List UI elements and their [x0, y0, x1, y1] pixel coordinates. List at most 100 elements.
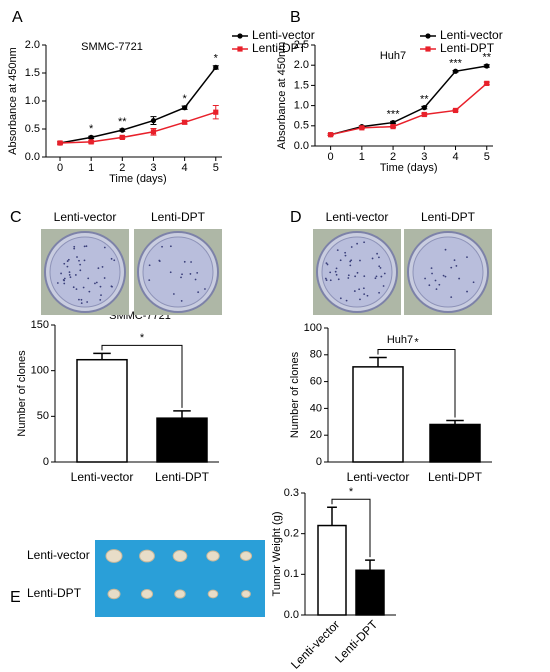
colony: [79, 269, 82, 272]
colony: [325, 279, 328, 282]
point: [421, 111, 427, 118]
point: [359, 125, 365, 131]
colony: [60, 272, 62, 275]
error-bar: [93, 352, 111, 360]
colony: [453, 259, 456, 262]
y-tick-label: 100: [31, 365, 49, 377]
photo-label: Lenti-DPT: [151, 210, 206, 224]
bar: [156, 417, 208, 463]
significance-bracket: [377, 348, 456, 418]
y-tick-label: 0.5: [294, 120, 309, 132]
colony: [103, 277, 106, 279]
colony: [356, 242, 359, 245]
plate-inner: [49, 236, 121, 308]
y-axis-label: Absorbance at 450nm: [276, 42, 288, 150]
colony: [442, 274, 445, 277]
colony: [366, 294, 369, 297]
colony: [80, 298, 83, 301]
colony: [172, 293, 175, 295]
legend-marker: [237, 33, 243, 39]
photo-label: Lenti-vector: [326, 210, 389, 224]
colony: [350, 246, 353, 248]
x-tick-label: Lenti-vector: [288, 617, 342, 671]
colony: [339, 297, 342, 300]
colony: [103, 246, 106, 249]
colony: [111, 285, 113, 288]
bar: [352, 366, 404, 463]
bar: [355, 569, 385, 616]
y-tick-label: 0: [316, 456, 322, 468]
colony: [382, 285, 385, 287]
point: [484, 80, 490, 86]
colony: [359, 298, 361, 301]
significance: *: [214, 53, 219, 65]
colony: [378, 256, 380, 259]
point: [421, 105, 427, 111]
colony: [189, 273, 192, 275]
legend-label: Lenti-vector: [440, 28, 503, 42]
colony: [378, 265, 381, 268]
colony: [363, 241, 366, 244]
panel-letter: A: [12, 9, 23, 26]
point: [452, 68, 459, 74]
y-axis-label: Number of clones: [289, 351, 301, 438]
x-tick-label: Lenti-vector: [71, 470, 134, 484]
colony: [63, 279, 66, 282]
colony: [85, 245, 88, 248]
photo-label: Lenti-DPT: [27, 586, 82, 600]
legend-marker: [237, 46, 243, 52]
point: [88, 139, 94, 145]
y-tick-label: 0.0: [294, 140, 309, 152]
colony: [183, 260, 186, 263]
colony: [363, 275, 366, 278]
colony: [69, 276, 72, 279]
colony: [438, 283, 441, 286]
point: [452, 107, 459, 114]
colony: [424, 277, 426, 280]
point: [119, 134, 125, 140]
point: [390, 124, 396, 130]
y-tick-label: 0.3: [284, 487, 299, 499]
colony: [72, 286, 75, 289]
colony: [455, 265, 458, 267]
colony: [344, 251, 347, 254]
colony: [378, 291, 380, 294]
colony: [431, 272, 433, 275]
colony: [74, 274, 77, 276]
colony: [435, 288, 438, 291]
colony: [434, 279, 437, 282]
colony: [444, 248, 447, 251]
colony: [380, 275, 383, 278]
colony: [334, 270, 337, 273]
colony: [73, 247, 76, 250]
tumor: [139, 549, 155, 563]
x-tick-label: 4: [182, 162, 188, 174]
colony: [86, 301, 89, 303]
colony: [63, 282, 66, 285]
y-tick-label: 20: [310, 429, 322, 441]
y-axis-label: Tumor Weight (g): [271, 512, 283, 597]
y-tick-label: 2.0: [294, 59, 309, 71]
significance-bracket: [331, 498, 371, 558]
photo-label: Lenti-vector: [54, 210, 117, 224]
colony: [80, 302, 83, 305]
x-tick-label: 5: [484, 151, 490, 163]
y-tick-label: 0.1: [284, 568, 299, 580]
x-tick-label: 1: [88, 162, 94, 174]
x-tick-label: 3: [421, 151, 427, 163]
tumor: [140, 589, 154, 599]
legend-label: Lenti-vector: [252, 28, 315, 42]
plate-inner: [142, 236, 214, 308]
colony: [347, 274, 350, 277]
colony: [336, 249, 339, 252]
colony: [95, 281, 98, 284]
legend-label: Lenti-DPT: [440, 41, 495, 55]
panel-letter: B: [290, 9, 301, 26]
colony: [354, 275, 357, 278]
y-tick-label: 0.5: [25, 123, 40, 135]
colony: [68, 273, 71, 276]
colony: [83, 259, 86, 262]
x-tick-label: 5: [213, 162, 219, 174]
point: [182, 119, 188, 125]
colony: [194, 278, 197, 281]
